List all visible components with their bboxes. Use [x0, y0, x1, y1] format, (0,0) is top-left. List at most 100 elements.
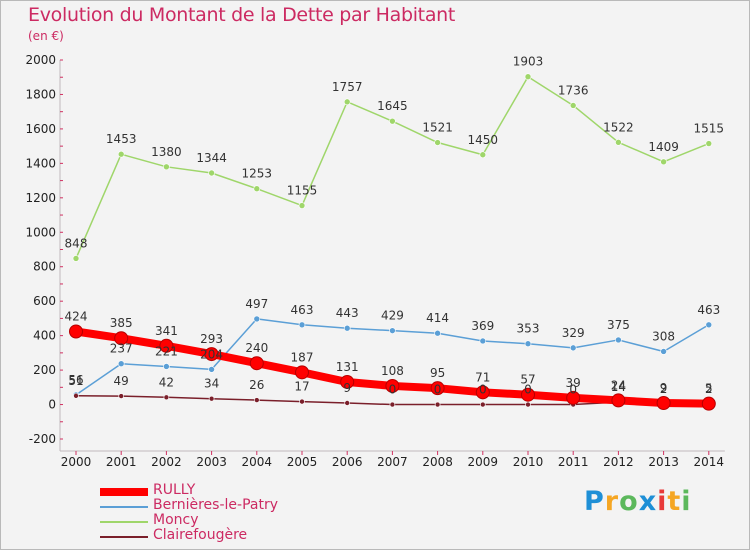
chart-subtitle: (en €) [28, 29, 64, 43]
legend-item-rully: RULLY [100, 482, 360, 499]
data-label-clairefougere: 49 [114, 374, 129, 388]
x-tick-label: 2008 [422, 455, 453, 469]
data-label-rully: 57 [520, 373, 535, 387]
data-point-clairefougere [434, 401, 441, 408]
x-tick-label: 2009 [468, 455, 499, 469]
data-label-bernieres: 375 [607, 318, 630, 332]
data-label-clairefougere: 26 [249, 378, 264, 392]
data-label-clairefougere: 42 [159, 375, 174, 389]
data-label-moncy: 1645 [377, 99, 408, 113]
y-tick-label: 200 [33, 363, 56, 377]
data-point-bernieres [524, 340, 532, 348]
data-label-clairefougere: 9 [343, 381, 351, 395]
x-tick-label: 2012 [603, 455, 634, 469]
data-label-bernieres: 463 [291, 303, 314, 317]
data-point-moncy [163, 163, 170, 171]
data-point-clairefougere [73, 392, 79, 399]
data-point-bernieres [434, 329, 441, 337]
data-point-rully [430, 381, 445, 396]
data-point-rully [204, 347, 219, 362]
x-tick-label: 2011 [558, 455, 589, 469]
data-point-bernieres [163, 363, 170, 370]
data-label-clairefougere: 2 [660, 382, 668, 396]
data-label-rully: 95 [430, 366, 445, 380]
data-label-rully: 24 [611, 378, 626, 392]
data-point-rully [611, 393, 626, 408]
legend-label-bernieres: Bernières-le-Patry [153, 497, 278, 513]
data-point-rully [656, 395, 671, 410]
legend-label-rully: RULLY [153, 482, 196, 498]
data-point-rully [521, 387, 535, 402]
brand-letter: r [604, 486, 620, 517]
data-point-moncy [705, 140, 713, 147]
data-point-moncy [524, 73, 532, 81]
data-point-bernieres [389, 327, 396, 334]
data-point-bernieres [569, 344, 577, 352]
brand-letter: t [667, 486, 682, 517]
x-tick-label: 2002 [151, 455, 182, 469]
x-tick-label: 2007 [377, 455, 408, 469]
data-label-bernieres: 56 [68, 373, 83, 387]
data-point-rully [340, 374, 355, 389]
data-point-moncy [72, 255, 80, 262]
y-tick-label: 600 [33, 294, 56, 308]
x-tick-label: 2003 [196, 455, 227, 469]
brand-letter: i [681, 486, 692, 517]
data-label-bernieres: 463 [697, 303, 720, 317]
data-point-bernieres [343, 324, 351, 332]
data-point-bernieres [615, 336, 622, 344]
data-label-bernieres: 237 [110, 342, 133, 356]
data-label-moncy: 1522 [603, 120, 634, 134]
data-label-moncy: 1344 [196, 151, 227, 165]
data-point-bernieres [479, 337, 487, 345]
data-label-moncy: 1380 [151, 145, 182, 159]
data-label-rully: 424 [65, 310, 88, 324]
data-label-rully: 385 [110, 316, 133, 330]
brand-letter: o [619, 486, 639, 517]
data-label-clairefougere: 34 [204, 377, 219, 391]
x-tick-label: 2005 [287, 455, 318, 469]
data-point-clairefougere [208, 395, 215, 402]
y-tick-label: -200 [29, 432, 56, 446]
data-label-bernieres: 329 [562, 326, 585, 340]
data-point-moncy [298, 202, 306, 209]
data-label-rully: 293 [200, 332, 223, 346]
legend-label-clairefougere: Clairefougère [153, 527, 248, 543]
data-point-bernieres [253, 315, 261, 323]
data-label-moncy: 1450 [468, 133, 499, 147]
y-tick-label: 800 [33, 260, 56, 274]
legend-label-moncy: Moncy [153, 512, 199, 528]
data-point-clairefougere [389, 401, 396, 408]
data-point-moncy [253, 185, 261, 192]
data-label-moncy: 1453 [106, 132, 137, 146]
data-label-rully: 187 [291, 350, 314, 364]
data-label-rully: 240 [245, 341, 268, 355]
legend-item-clairefougere: Clairefougère [100, 527, 360, 544]
data-point-moncy [434, 139, 441, 146]
y-tick-label: 1600 [25, 122, 56, 136]
data-label-moncy: 1757 [332, 80, 363, 94]
data-point-rully [385, 378, 400, 393]
data-label-clairefougere: 0 [434, 383, 442, 397]
data-point-bernieres [117, 360, 125, 368]
x-tick-label: 2001 [106, 455, 137, 469]
data-label-moncy: 848 [65, 236, 88, 250]
legend-swatch-clairefougere [100, 536, 148, 538]
data-point-moncy [343, 98, 351, 106]
data-point-rully [249, 356, 264, 371]
data-label-rully: 5 [705, 382, 713, 396]
data-label-moncy: 1253 [242, 167, 273, 181]
data-point-clairefougere [118, 393, 124, 399]
data-label-bernieres: 353 [517, 322, 540, 336]
data-label-moncy: 1521 [422, 121, 453, 135]
data-point-clairefougere [525, 401, 531, 408]
x-tick-label: 2014 [694, 455, 725, 469]
x-tick-label: 2013 [648, 455, 679, 469]
data-label-moncy: 1515 [694, 122, 725, 136]
data-point-bernieres [208, 366, 215, 373]
data-point-clairefougere [253, 397, 260, 403]
data-point-rully [701, 396, 716, 411]
data-label-moncy: 1736 [558, 83, 589, 97]
data-point-clairefougere [163, 394, 170, 401]
data-label-rully: 108 [381, 364, 404, 378]
